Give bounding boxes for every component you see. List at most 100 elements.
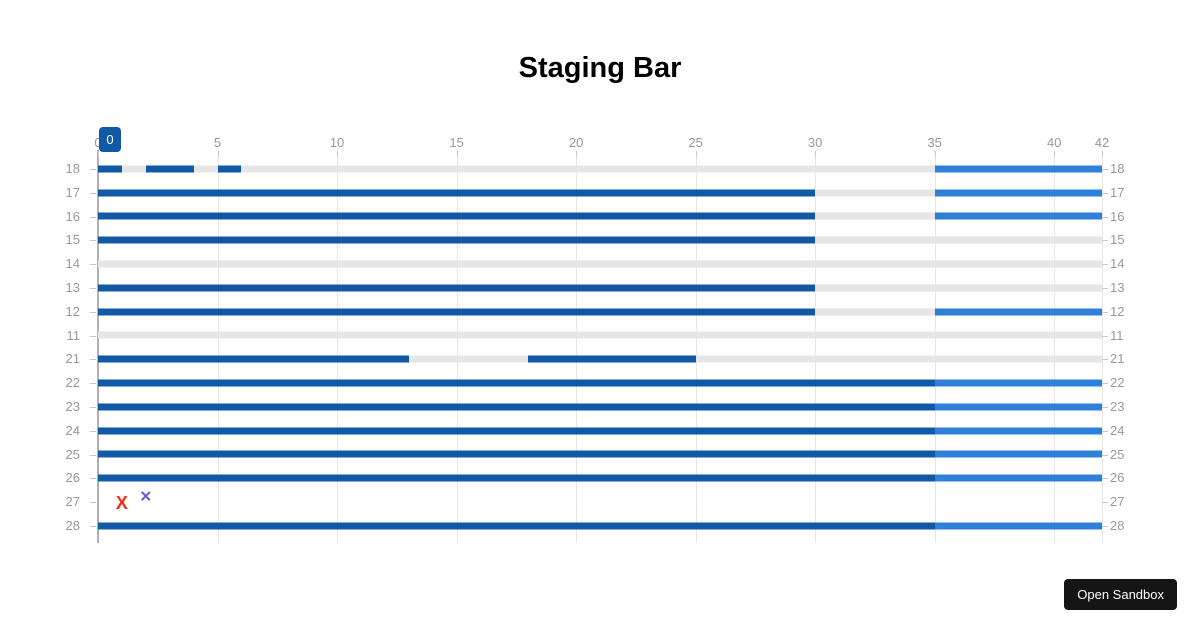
y-axis-tick-left xyxy=(90,430,96,432)
grid-line xyxy=(815,157,817,543)
bar-track xyxy=(98,165,1102,173)
y-axis-tick-right xyxy=(1102,430,1108,432)
y-axis-tick-left xyxy=(90,287,96,289)
bar-row-14 xyxy=(98,252,1102,276)
row-label-right: 23 xyxy=(1110,398,1125,414)
grid-line xyxy=(934,157,936,543)
row-label-left: 15 xyxy=(65,232,80,248)
row-label-right: 24 xyxy=(1110,422,1125,438)
bar-row-23 xyxy=(98,395,1102,419)
bar-segment-primary xyxy=(98,236,816,244)
page-title: Staging Bar xyxy=(518,52,682,84)
bar-segment-primary xyxy=(98,165,122,173)
row-label-left: 27 xyxy=(65,494,80,510)
row-label-right: 26 xyxy=(1110,470,1125,486)
y-axis-tick-right xyxy=(1102,335,1108,337)
bar-row-16 xyxy=(98,205,1102,229)
x-axis-tick xyxy=(217,151,219,157)
row-label-left: 28 xyxy=(65,517,80,533)
row-label-left: 14 xyxy=(65,256,80,272)
bar-segment-secondary xyxy=(934,308,1102,316)
bar-segment-primary xyxy=(98,403,935,411)
y-axis-tick-right xyxy=(1102,502,1108,504)
row-label-left: 26 xyxy=(65,470,80,486)
bar-segment-secondary xyxy=(934,474,1102,482)
grid-line xyxy=(576,157,578,543)
row-label-left: 21 xyxy=(65,351,80,367)
y-axis-tick-left xyxy=(90,406,96,408)
bar-segment-secondary xyxy=(934,379,1102,387)
grid-line xyxy=(337,157,339,543)
y-axis-tick-right xyxy=(1102,168,1108,170)
row-label-right: 13 xyxy=(1110,279,1125,295)
y-axis-tick-right xyxy=(1102,264,1108,266)
row-label-right: 14 xyxy=(1110,256,1125,272)
x-axis-tick-label: 25 xyxy=(688,135,703,150)
bar-row-22 xyxy=(98,371,1102,395)
bar-segment-secondary xyxy=(934,403,1102,411)
y-axis-tick-left xyxy=(90,525,96,527)
x-axis-tick-label: 30 xyxy=(807,135,823,150)
x-axis-tick xyxy=(815,151,817,157)
bar-row-13 xyxy=(98,276,1102,300)
x-axis-tick xyxy=(337,151,339,157)
bar-row-12 xyxy=(98,300,1102,324)
bar-row-17 xyxy=(98,181,1102,205)
grid-line xyxy=(695,157,697,543)
y-axis-tick-right xyxy=(1102,311,1108,313)
y-axis-tick-right xyxy=(1102,454,1108,456)
row-label-left: 25 xyxy=(65,446,80,462)
y-axis-tick-left xyxy=(90,502,96,504)
row-label-right: 12 xyxy=(1110,303,1125,319)
x-axis-tick-label: 10 xyxy=(329,135,345,150)
x-axis-tick xyxy=(1054,151,1056,157)
x-axis-tick xyxy=(934,151,936,157)
bar-segment-secondary xyxy=(934,212,1102,220)
bar-segment-secondary xyxy=(934,522,1102,530)
row-label-left: 13 xyxy=(65,279,80,295)
bar-segment-secondary xyxy=(934,165,1102,173)
bar-segment-primary xyxy=(98,189,816,197)
open-sandbox-button[interactable]: Open Sandbox xyxy=(1064,579,1177,610)
y-axis-tick-left xyxy=(90,359,96,361)
x-axis-tick-label: 15 xyxy=(449,135,464,150)
row-label-right: 17 xyxy=(1110,184,1125,200)
bar-segment-primary xyxy=(98,212,816,220)
y-axis-tick-left xyxy=(90,311,96,313)
row-label-left: 12 xyxy=(65,303,80,319)
x-axis-tick xyxy=(1102,151,1103,157)
row-label-right: 16 xyxy=(1110,208,1125,224)
bar-row-27: X ✕ xyxy=(98,490,1102,514)
y-axis-tick-right xyxy=(1102,240,1108,242)
bar-segment-primary xyxy=(528,355,696,363)
bar-segment-primary xyxy=(98,308,816,316)
y-axis-tick-right xyxy=(1102,216,1108,218)
row-label-right: 22 xyxy=(1110,375,1125,391)
row-label-left: 23 xyxy=(65,398,80,414)
y-axis-tick-right xyxy=(1102,478,1108,480)
bar-segment-primary xyxy=(98,427,935,435)
y-axis-tick-left xyxy=(90,168,96,170)
row-label-right: 21 xyxy=(1110,351,1125,367)
bar-row-18 xyxy=(98,157,1102,181)
bar-segment-primary xyxy=(217,165,242,173)
grid-line xyxy=(217,157,219,543)
y-axis-line xyxy=(97,150,99,543)
x-axis-tick xyxy=(98,151,99,157)
y-axis-tick-left xyxy=(90,454,96,456)
x-marker: ✕ xyxy=(139,488,153,506)
bar-row-28 xyxy=(98,514,1102,538)
x-axis-tick xyxy=(695,151,697,157)
bar-row-11 xyxy=(98,324,1102,348)
x-axis-tick-label: 40 xyxy=(1046,135,1062,150)
x-axis-tick-label: 35 xyxy=(927,135,942,150)
bar-row-21 xyxy=(98,347,1102,371)
bar-row-24 xyxy=(98,419,1102,443)
bar-row-26 xyxy=(98,466,1102,490)
y-axis-tick-left xyxy=(90,240,96,242)
row-label-left: 18 xyxy=(65,160,80,176)
y-axis-tick-left xyxy=(90,383,96,385)
bar-row-25 xyxy=(98,443,1102,467)
x-axis-tick xyxy=(456,151,458,157)
x-axis-tick-label: 42 xyxy=(1094,135,1110,150)
